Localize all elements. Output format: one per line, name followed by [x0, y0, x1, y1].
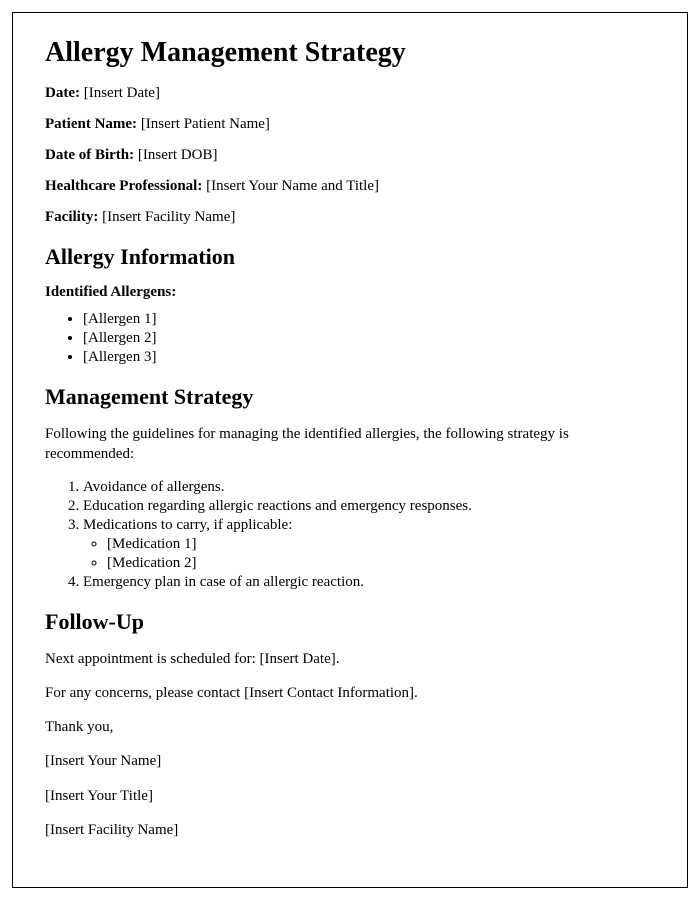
signature-name: [Insert Your Name] — [45, 751, 655, 771]
date-value: [Insert Date] — [80, 85, 160, 101]
heading-management-strategy: Management Strategy — [45, 384, 655, 410]
heading-allergy-info: Allergy Information — [45, 244, 655, 270]
list-item: [Allergen 3] — [83, 349, 655, 366]
patient-label: Patient Name: — [45, 116, 137, 132]
facility-value: [Insert Facility Name] — [98, 209, 235, 225]
field-date: Date: [Insert Date] — [45, 85, 655, 102]
next-appointment: Next appointment is scheduled for: [Inse… — [45, 649, 655, 669]
contact-info: For any concerns, please contact [Insert… — [45, 683, 655, 703]
list-item: Education regarding allergic reactions a… — [83, 498, 655, 515]
list-item-text: Medications to carry, if applicable: — [83, 517, 292, 533]
list-item: [Medication 2] — [107, 555, 655, 572]
strategy-list: Avoidance of allergens. Education regard… — [83, 479, 655, 591]
document-page: Allergy Management Strategy Date: [Inser… — [12, 12, 688, 888]
subheading-allergens: Identified Allergens: — [45, 284, 655, 301]
field-hcp: Healthcare Professional: [Insert Your Na… — [45, 178, 655, 195]
date-label: Date: — [45, 85, 80, 101]
medication-sublist: [Medication 1] [Medication 2] — [107, 536, 655, 572]
list-item: [Medication 1] — [107, 536, 655, 553]
hcp-label: Healthcare Professional: — [45, 178, 202, 194]
strategy-intro: Following the guidelines for managing th… — [45, 424, 655, 465]
list-item: [Allergen 2] — [83, 330, 655, 347]
list-item: Avoidance of allergens. — [83, 479, 655, 496]
field-facility: Facility: [Insert Facility Name] — [45, 209, 655, 226]
patient-value: [Insert Patient Name] — [137, 116, 270, 132]
field-dob: Date of Birth: [Insert DOB] — [45, 147, 655, 164]
thank-you: Thank you, — [45, 717, 655, 737]
list-item: [Allergen 1] — [83, 311, 655, 328]
signature-facility: [Insert Facility Name] — [45, 820, 655, 840]
facility-label: Facility: — [45, 209, 98, 225]
field-patient: Patient Name: [Insert Patient Name] — [45, 116, 655, 133]
heading-followup: Follow-Up — [45, 609, 655, 635]
dob-label: Date of Birth: — [45, 147, 134, 163]
signature-title: [Insert Your Title] — [45, 786, 655, 806]
page-title: Allergy Management Strategy — [45, 37, 655, 69]
allergen-list: [Allergen 1] [Allergen 2] [Allergen 3] — [83, 311, 655, 366]
list-item: Medications to carry, if applicable: [Me… — [83, 517, 655, 572]
list-item: Emergency plan in case of an allergic re… — [83, 574, 655, 591]
dob-value: [Insert DOB] — [134, 147, 217, 163]
hcp-value: [Insert Your Name and Title] — [202, 178, 379, 194]
